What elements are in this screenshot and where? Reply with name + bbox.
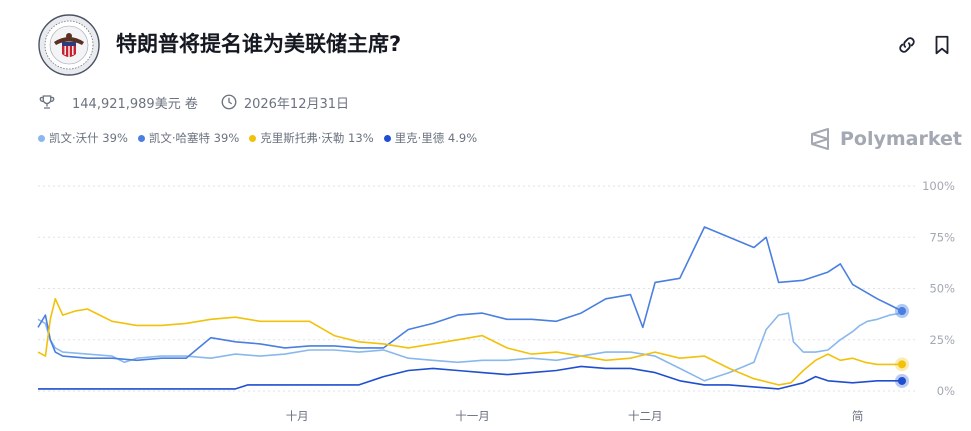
polymarket-brand[interactable]: Polymarket: [808, 126, 962, 152]
brand-name: Polymarket: [840, 128, 962, 150]
volume-text: 144,921,989美元 卷: [72, 96, 198, 112]
legend-item-rieder: 里克·里德 4.9%: [383, 130, 478, 146]
bookmark-icon[interactable]: [931, 34, 953, 56]
x-tick-label: 十二月: [628, 409, 663, 423]
polymarket-logo-icon: [811, 128, 829, 150]
link-icon[interactable]: [896, 34, 918, 56]
market-header: 特朗普将提名谁为美联储主席?: [38, 14, 958, 78]
end-date-text: 2026年12月31日: [243, 96, 350, 112]
y-tick-label: 75%: [929, 230, 955, 244]
x-tick-label: 十一月: [455, 409, 490, 423]
current-value-dot: [898, 376, 906, 385]
x-tick-label: 简: [852, 409, 864, 423]
legend-label: 凯文·沃什 39%: [49, 131, 128, 145]
current-value-dot: [898, 307, 906, 316]
legend-dot-warsh: [38, 134, 45, 142]
legend-dot-waller: [249, 134, 257, 142]
clock-icon: [221, 94, 237, 110]
page-title: 特朗普将提名谁为美联储主席?: [116, 32, 402, 56]
x-tick-label: 十月: [286, 409, 309, 423]
federal-reserve-seal-icon: [38, 14, 100, 76]
legend-label: 克里斯托弗·沃勒 13%: [260, 131, 374, 145]
legend-label: 里克·里德 4.9%: [394, 131, 478, 145]
trophy-icon: [39, 95, 55, 109]
chart-legend: 凯文·沃什 39% 凯文·哈塞特 39% 克里斯托弗·沃勒 13% 里克·里德 …: [38, 130, 487, 146]
legend-item-waller: 克里斯托弗·沃勒 13%: [249, 130, 374, 146]
legend-dot-hassett: [137, 134, 145, 142]
legend-item-hassett: 凯文·哈塞特 39%: [137, 130, 240, 146]
y-tick-label: 100%: [922, 179, 955, 193]
legend-item-warsh: 凯文·沃什 39%: [38, 130, 128, 146]
y-tick-label: 0%: [937, 384, 955, 398]
legend-dot-rieder: [383, 134, 391, 142]
market-meta: 144,921,989美元 卷 2026年12月31日: [38, 91, 349, 113]
current-value-dot: [898, 360, 906, 369]
y-tick-label: 50%: [929, 282, 955, 296]
y-tick-label: 25%: [929, 333, 955, 347]
series-line-2: [37, 298, 902, 386]
legend-label: 凯文·哈塞特 39%: [148, 131, 240, 145]
series-line-3: [38, 365, 902, 390]
series-line-1: [37, 226, 903, 362]
series-line-0: [37, 312, 903, 382]
